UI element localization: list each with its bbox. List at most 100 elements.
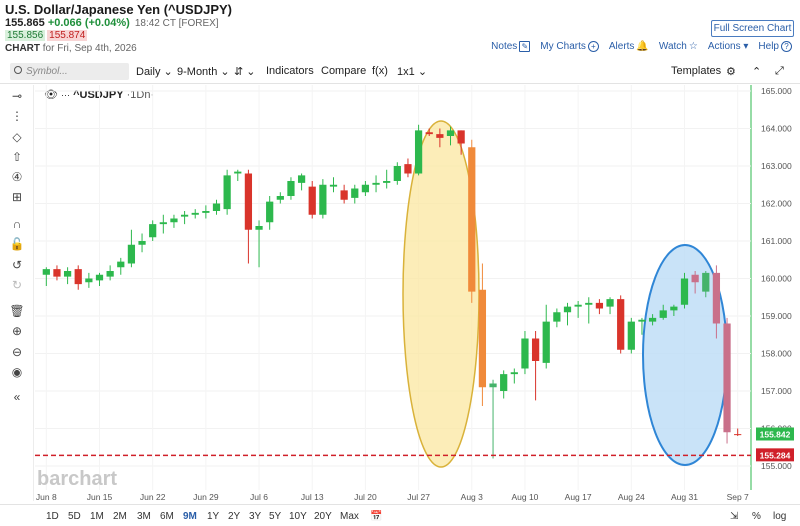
range-button-3m[interactable]: 3M [137, 511, 151, 522]
ask-price: 155.874 [47, 30, 88, 41]
range-button-20y[interactable]: 20Y [314, 511, 332, 522]
help-link[interactable]: Help? [758, 41, 792, 52]
candle-body [691, 274, 699, 283]
expand-icon[interactable]: ⇲ [730, 511, 739, 522]
full-screen-chart-button[interactable]: Full Screen Chart [711, 20, 794, 37]
actions-menu[interactable]: Actions ▾ [708, 41, 749, 52]
candle-body [500, 374, 508, 391]
more-dots-icon[interactable]: ··· [61, 90, 71, 100]
compare-button[interactable]: Compare [321, 65, 367, 77]
candle-body [659, 310, 667, 318]
watch-link[interactable]: Watch ☆ [659, 41, 698, 52]
symbol-search-input[interactable]: Symbol... [10, 63, 129, 80]
alerts-link[interactable]: Alerts 🔔 [609, 41, 649, 52]
undo-icon[interactable]: ↺ [11, 258, 23, 272]
x-tick-label: Jul 20 [354, 492, 377, 502]
candle-body [404, 164, 412, 174]
candle-body [425, 132, 433, 135]
y-tick-label: 164.000 [761, 124, 792, 134]
range-button-max[interactable]: Max [340, 511, 359, 522]
trash-icon[interactable]: 🗑 [9, 304, 25, 318]
period-select[interactable]: Daily ⌄ [136, 65, 173, 78]
candle-body [489, 383, 497, 388]
eye-icon[interactable]: ◉ [11, 365, 23, 379]
collapse-icon[interactable]: ⌃ [752, 66, 762, 78]
candle-body [85, 278, 93, 283]
indicators-button[interactable]: Indicators [266, 65, 314, 77]
range-button-9m[interactable]: 9M [183, 511, 197, 522]
candle-body [42, 269, 50, 275]
range-button-2m[interactable]: 2M [113, 511, 127, 522]
range-button-1y[interactable]: 1Y [207, 511, 220, 522]
candle-body [723, 323, 731, 433]
last-price: 155.865 [5, 17, 45, 29]
range-button-2y[interactable]: 2Y [228, 511, 241, 522]
percent-toggle[interactable]: % [752, 511, 761, 522]
help-icon: ? [781, 41, 792, 52]
y-tick-label: 156.000 [761, 424, 792, 434]
notes-link[interactable]: Notes ✎ [491, 41, 531, 52]
layout-select[interactable]: 1x1 ⌄ [397, 65, 427, 78]
candle-body [212, 203, 221, 211]
function-button[interactable]: f(x) [372, 65, 388, 77]
header-links: Notes ✎ My Charts + Alerts 🔔 Watch ☆ Actions… [491, 41, 792, 52]
chart-toolbar: Symbol... Daily ⌄ 9-Month ⌄ ⇵ ⌄ Indicato… [0, 60, 800, 84]
lock-icon[interactable]: 🔓 [9, 237, 25, 251]
range-button-10y[interactable]: 10Y [289, 511, 307, 522]
magnet-icon[interactable]: ∩ [12, 217, 22, 231]
reference-price-badge-label: 155.284 [760, 450, 791, 460]
x-tick-label: Aug 10 [511, 492, 538, 502]
highlight-ellipse-yellow [402, 120, 480, 468]
range-button-3y[interactable]: 3Y [249, 511, 262, 522]
measure-tool-icon[interactable]: ⊞ [11, 190, 23, 204]
collapse-sidebar-icon[interactable]: « [13, 390, 21, 404]
my-charts-link[interactable]: My Charts + [540, 41, 599, 52]
candle-body [563, 306, 572, 313]
chart-legend: 👁 ··· ^USDJPY ·1Dn· [44, 88, 154, 101]
bell-icon: 🔔 [636, 41, 649, 52]
zoom-out-icon[interactable]: ⊖ [11, 345, 23, 359]
expand-icon[interactable]: ⤢ [775, 65, 784, 77]
range-button-5d[interactable]: 5D [68, 511, 81, 522]
eye-icon[interactable]: 👁 [44, 89, 58, 101]
range-button-5y[interactable]: 5Y [269, 511, 282, 522]
notes-label: Notes [491, 41, 518, 52]
templates-button[interactable]: Templates [671, 65, 722, 77]
crosshair-line-icon[interactable]: ⊸ [11, 89, 23, 103]
range-button-1m[interactable]: 1M [90, 511, 104, 522]
chevron-down-icon: ⌄ [220, 66, 230, 78]
arrow-tool-icon[interactable]: ⇧ [11, 150, 23, 164]
bid-price: 155.856 [5, 30, 46, 41]
watermark: barchart [37, 468, 117, 490]
range-button-6m[interactable]: 6M [160, 511, 174, 522]
last-price-badge-label: 155.842 [760, 430, 791, 440]
candle-body [670, 306, 678, 311]
chevron-down-icon: ⌄ [417, 66, 428, 78]
candle-body [542, 321, 550, 363]
range-button-1d[interactable]: 1D [46, 511, 59, 522]
trendline-tool-icon[interactable]: ⋮ [11, 109, 23, 123]
redo-icon[interactable]: ↻ [11, 278, 23, 292]
candle-body [521, 338, 529, 369]
candle-body [95, 274, 104, 281]
range-select[interactable]: 9-Month ⌄ [177, 65, 230, 78]
page-title: U.S. Dollar/Japanese Yen (^USDJPY) [5, 2, 232, 17]
log-toggle[interactable]: log [773, 511, 787, 522]
drawing-tools-sidebar: ⊸ ⋮ ◇ ⇧ ④ ⊞ ∩ 🔓 ↺ ↻ 🗑 ⊕ ⊖ ◉ « [0, 85, 34, 501]
y-tick-label: 160.000 [761, 274, 792, 284]
chart-date-text: for Fri, Sep 4th, 2026 [42, 43, 137, 54]
candle-body [138, 241, 146, 245]
zoom-in-icon[interactable]: ⊕ [11, 324, 23, 338]
candle-body [531, 338, 540, 361]
calendar-icon[interactable]: 📅 [370, 511, 383, 522]
shapes-tool-icon[interactable]: ◇ [12, 130, 22, 144]
y-tick-label: 162.000 [761, 199, 792, 209]
candle-body [638, 319, 646, 322]
x-tick-label: Aug 31 [671, 492, 698, 502]
settings-gear-icon[interactable]: ⚙ [726, 66, 736, 78]
fibonacci-tool-icon[interactable]: ④ [11, 170, 23, 184]
interval-label: ·1Dn· [126, 89, 155, 101]
x-tick-label: Jun 15 [87, 492, 113, 502]
help-label: Help [758, 41, 779, 52]
chart-type-select[interactable]: ⇵ ⌄ [234, 65, 256, 78]
